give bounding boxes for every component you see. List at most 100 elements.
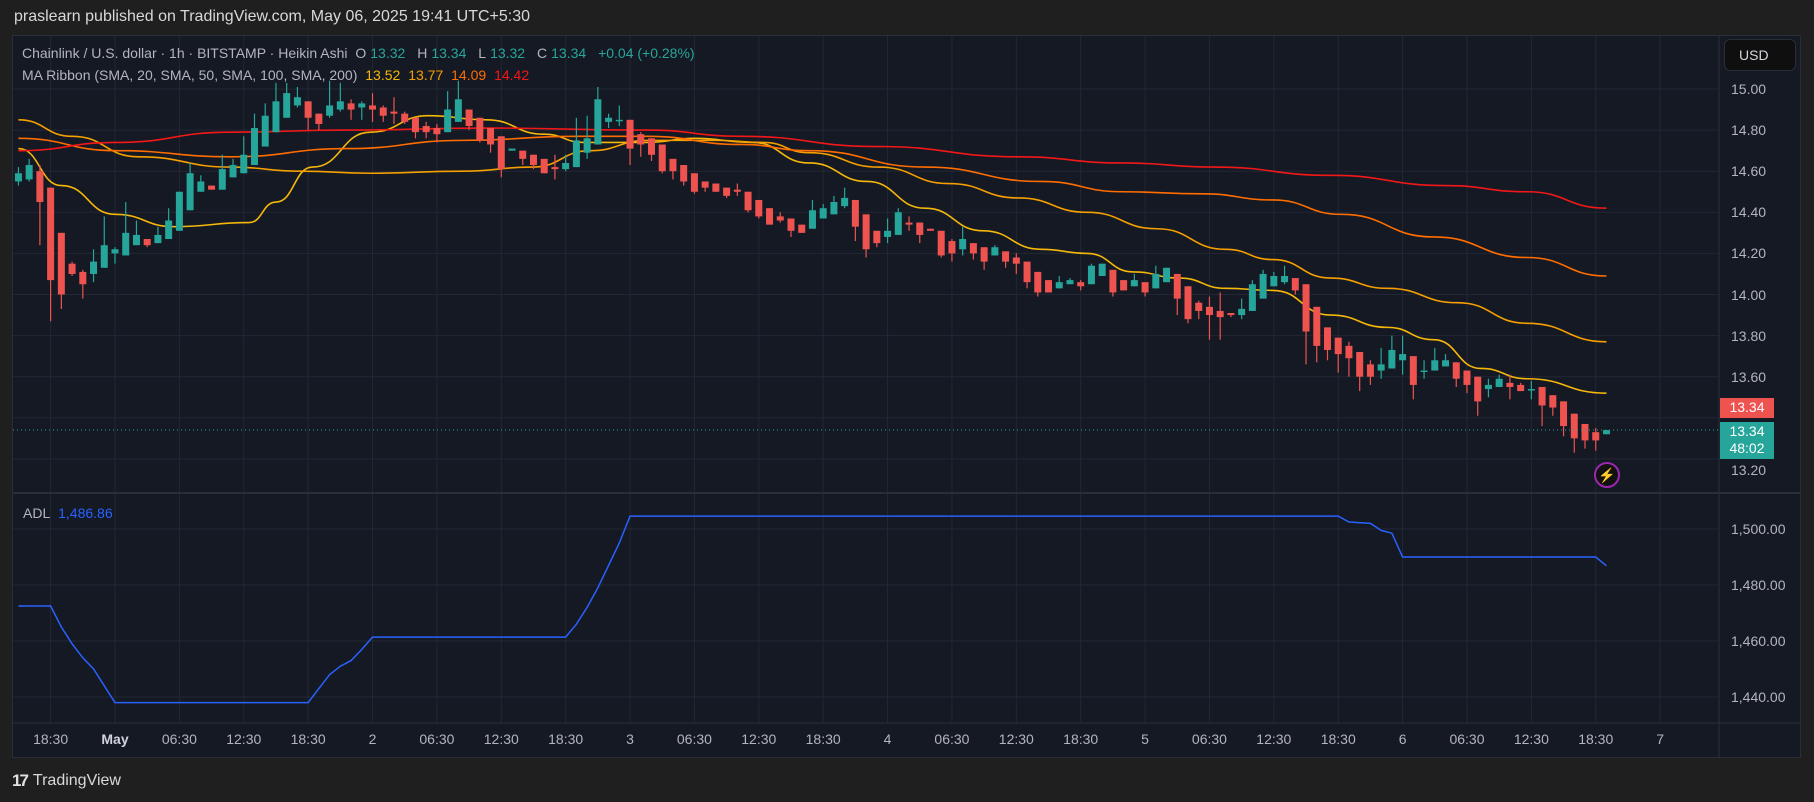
candle-body [1163, 267, 1171, 283]
candle-body [1120, 280, 1128, 291]
candle-down [529, 154, 537, 170]
tradingview-logo[interactable]: 17 TradingView [12, 771, 121, 791]
candle-up [197, 175, 205, 192]
candle-down [1356, 352, 1364, 392]
candle-up [122, 202, 130, 256]
time-axis-label: 18:30 [290, 731, 326, 747]
candle-down [1141, 282, 1149, 297]
candle-down [916, 222, 924, 244]
candle-down [873, 230, 881, 248]
candle-body [551, 167, 559, 170]
candle-body [1055, 282, 1063, 289]
candle-down [787, 218, 795, 237]
currency-button[interactable]: USD [1724, 39, 1796, 71]
candle-body [615, 119, 623, 122]
candle-body [1227, 312, 1235, 316]
candle-down [1120, 280, 1128, 291]
candle-body [572, 140, 580, 168]
candle-body [1291, 278, 1299, 291]
sma100-value: 14.09 [451, 67, 487, 83]
candle-down [690, 173, 698, 194]
candle-body [165, 220, 173, 240]
candle-up [218, 154, 226, 190]
candle-body [787, 218, 795, 231]
candle-up [1130, 273, 1138, 287]
price-axis-label: 13.60 [1731, 368, 1767, 385]
time-axis-label: 18:30 [1063, 731, 1099, 747]
candle-up [1238, 298, 1246, 320]
publish-info: praslearn published on TradingView.com, … [14, 8, 531, 25]
price-axis-label: 14.40 [1731, 204, 1767, 221]
candle-body [229, 165, 237, 178]
candle-body [401, 113, 409, 122]
candle-body [1506, 382, 1514, 387]
candle-down [1581, 423, 1589, 449]
candle-down [798, 224, 806, 233]
candle-body [1366, 364, 1374, 377]
candle-body [712, 183, 720, 192]
candle-down [1560, 401, 1568, 437]
adl-legend[interactable]: ADL 1,486.86 [23, 505, 117, 521]
candle-body [808, 210, 816, 229]
candle-up [1066, 278, 1074, 285]
sma50-line [18, 119, 1607, 343]
candle-down [540, 158, 548, 174]
candle-down [1077, 280, 1085, 291]
adl-value: 1,486.86 [58, 505, 113, 521]
candle-body [1195, 302, 1203, 311]
candle-down [497, 136, 505, 178]
candle-body [1034, 271, 1042, 293]
candle-down [776, 212, 784, 223]
candle-up [615, 105, 623, 126]
candle-body [90, 261, 98, 274]
candle-body [905, 222, 913, 225]
candle-down [648, 138, 655, 161]
candle-down [1570, 413, 1578, 453]
candle-body [519, 150, 527, 159]
candle-body [465, 109, 473, 126]
candle-body [690, 173, 698, 192]
candle-up [583, 115, 591, 159]
candle-body [723, 187, 731, 196]
candle-body [776, 216, 784, 221]
time-axis-label: 12:30 [741, 731, 777, 747]
candle-up [283, 82, 291, 118]
candle-body [669, 158, 677, 172]
candle-up [175, 191, 183, 231]
candle-body [422, 125, 430, 133]
candle-up [1602, 430, 1610, 435]
symbol-title[interactable]: Chainlink / U.S. dollar · 1h · BITSTAMP … [22, 45, 348, 61]
candle-up [894, 208, 902, 235]
candle-body [57, 232, 65, 295]
time-axis-label: 12:30 [483, 731, 519, 747]
symbol-legend[interactable]: Chainlink / U.S. dollar · 1h · BITSTAMP … [22, 45, 699, 61]
candle-body [454, 99, 462, 122]
ma-ribbon-legend[interactable]: MA Ribbon (SMA, 20, SMA, 50, SMA, 100, S… [22, 67, 533, 83]
candle-body [529, 154, 537, 166]
chart-panel[interactable] [12, 35, 1801, 758]
candle-up [1442, 354, 1450, 367]
candle-body [336, 101, 344, 110]
candle-down [1409, 356, 1417, 400]
candle-body [1581, 423, 1589, 441]
time-axis-label: 06:30 [676, 731, 712, 747]
candle-body [862, 214, 870, 250]
candle-down [862, 214, 870, 258]
candle-down [905, 216, 913, 231]
candle-up [1484, 378, 1492, 398]
candle-down [1002, 251, 1010, 268]
candle-body [926, 228, 934, 231]
candle-down [712, 183, 720, 192]
tradingview-logo-icon: 17 [12, 771, 29, 790]
ma-ribbon-title[interactable]: MA Ribbon (SMA, 20, SMA, 50, SMA, 100, S… [22, 67, 358, 83]
candlestick-series [14, 80, 1610, 453]
candle-up [1399, 335, 1407, 375]
candle-down [1195, 300, 1203, 320]
price-axis-label: 15.00 [1731, 81, 1767, 97]
candle-up [1259, 269, 1267, 299]
candle-body [969, 243, 977, 254]
sma20-value: 13.52 [365, 67, 401, 83]
candle-down [47, 187, 55, 322]
lightning-icon[interactable]: ⚡ [1594, 462, 1620, 488]
